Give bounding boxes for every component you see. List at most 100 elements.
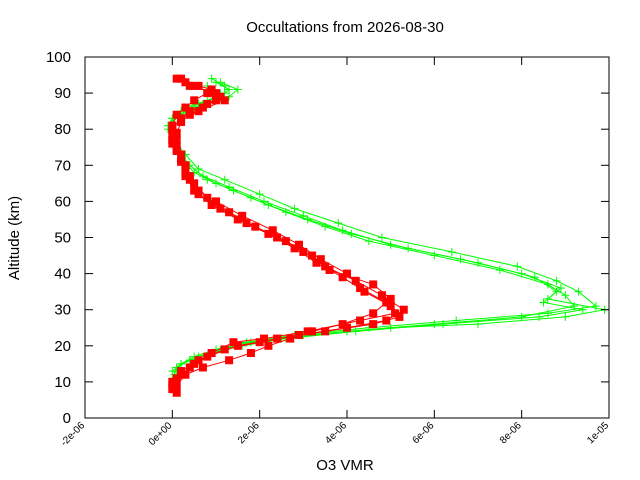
data-point (391, 309, 400, 318)
data-point (181, 103, 190, 112)
data-point (552, 276, 561, 285)
data-point (216, 78, 225, 87)
y-tick-label: 90 (54, 85, 71, 102)
series-0 (163, 74, 609, 383)
data-point (229, 338, 238, 347)
data-point (299, 211, 308, 220)
data-point (168, 139, 177, 148)
data-point (513, 262, 522, 271)
data-point (334, 219, 343, 228)
data-point (556, 284, 565, 293)
series-0-profile-line-1 (171, 78, 598, 372)
data-point (404, 244, 413, 253)
data-point (343, 323, 351, 332)
data-point (356, 316, 365, 325)
data-point (303, 327, 312, 336)
data-point (181, 370, 190, 379)
data-point (539, 298, 548, 307)
data-point (177, 157, 186, 166)
data-point (347, 229, 356, 238)
data-point (203, 175, 212, 184)
data-point (225, 85, 234, 94)
x-tick-label: 2e-06 (236, 420, 262, 446)
data-point (233, 215, 242, 224)
data-point (225, 208, 234, 217)
data-point (238, 211, 247, 220)
data-point (194, 107, 203, 116)
data-point (212, 197, 220, 206)
data-point (172, 110, 181, 119)
data-point (360, 287, 369, 296)
data-point (552, 287, 561, 296)
data-point (369, 320, 378, 329)
data-point (198, 363, 207, 372)
data-point (216, 204, 225, 213)
data-point (177, 370, 186, 379)
data-point (242, 219, 251, 228)
data-point (264, 201, 273, 210)
data-point (225, 356, 234, 365)
y-tick-label: 10 (54, 374, 71, 391)
data-point (220, 345, 229, 354)
data-point (260, 197, 269, 206)
data-point (220, 96, 229, 105)
y-axis-label: Altitude (km) (6, 196, 23, 280)
data-point (255, 338, 264, 347)
data-point (294, 240, 303, 249)
data-point (294, 330, 303, 339)
data-point (399, 305, 408, 314)
data-point (172, 128, 181, 137)
data-point (203, 193, 212, 202)
data-point (229, 186, 238, 195)
data-point (561, 312, 570, 321)
data-point (255, 190, 264, 199)
data-point (207, 74, 216, 83)
data-point (290, 244, 299, 253)
data-point (474, 258, 482, 267)
data-point (517, 312, 526, 321)
data-point (395, 312, 404, 321)
x-tick-label: 8e-06 (498, 420, 524, 446)
data-point (168, 125, 177, 134)
data-point (299, 247, 308, 256)
data-point (203, 99, 212, 108)
series-1 (168, 74, 408, 397)
data-point (386, 294, 395, 303)
data-point (177, 114, 186, 123)
data-point (356, 284, 365, 293)
data-point (216, 92, 225, 101)
y-tick-label: 80 (54, 121, 71, 138)
x-tick-label: 1e-05 (585, 420, 611, 446)
data-point (185, 81, 194, 90)
data-point (312, 258, 321, 267)
data-point (220, 81, 229, 90)
plot-frame (84, 56, 610, 419)
data-point (530, 273, 539, 282)
series-1-profile-line-3 (171, 78, 396, 386)
data-point (172, 388, 181, 397)
data-point (264, 341, 273, 350)
data-point (561, 291, 570, 300)
data-point (382, 298, 391, 307)
data-point (447, 247, 456, 256)
data-point (290, 204, 299, 213)
data-point (172, 74, 181, 83)
x-tick-label: 6e-06 (411, 420, 437, 446)
data-point (233, 85, 242, 94)
data-point (591, 302, 600, 311)
data-point (190, 359, 199, 368)
data-point (351, 327, 360, 336)
y-tick-label: 30 (54, 302, 71, 319)
series-0-profile-line-0 (167, 81, 576, 375)
data-point (578, 305, 587, 314)
series-0-profile-line-3 (171, 85, 583, 379)
data-point (535, 312, 544, 321)
data-point (168, 381, 177, 390)
data-point (177, 74, 186, 83)
series-layer (163, 74, 609, 397)
data-point (194, 186, 203, 195)
data-point (220, 175, 229, 184)
